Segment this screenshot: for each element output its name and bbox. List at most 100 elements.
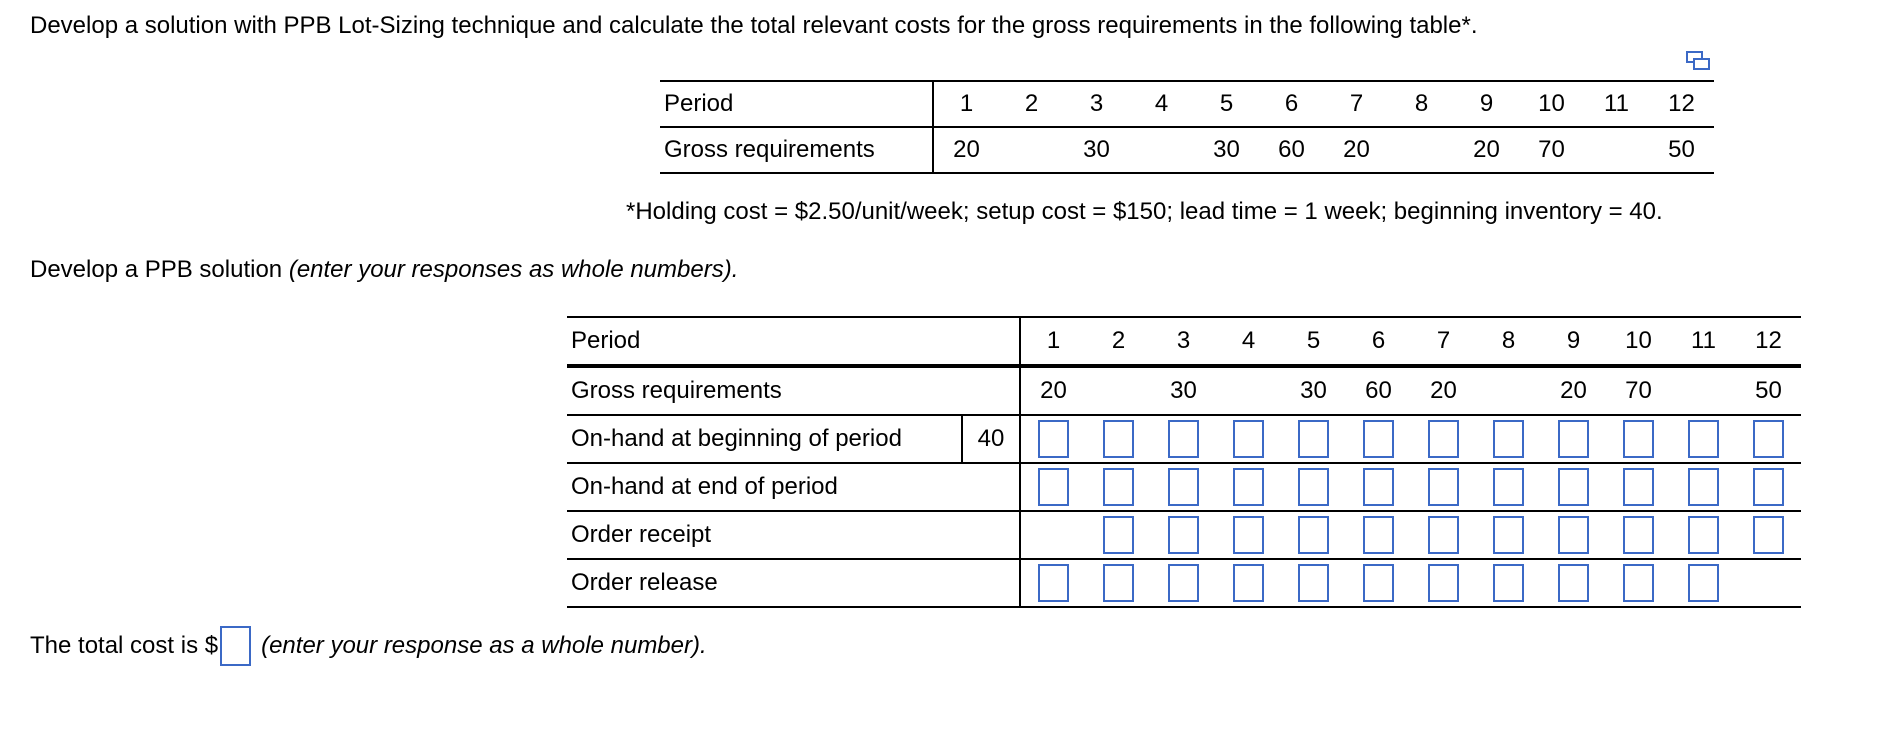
order-receipt-input[interactable] (1623, 516, 1654, 554)
period-header: 7 (1324, 80, 1389, 128)
order-receipt-input[interactable] (1233, 516, 1264, 554)
period-header: 9 (1541, 316, 1606, 368)
on-hand-beginning-input[interactable] (1363, 420, 1394, 458)
on-hand-beginning-cell (1151, 415, 1216, 464)
row-label-gross: Gross requirements (567, 366, 1021, 416)
gross-value: 50 (1736, 366, 1801, 416)
copy-icon[interactable] (1686, 51, 1710, 71)
gross-value: 20 (1324, 127, 1389, 174)
gross-value: 20 (933, 127, 999, 174)
on-hand-end-cell (1151, 463, 1216, 512)
order-release-input[interactable] (1623, 564, 1654, 602)
order-receipt-input[interactable] (1103, 516, 1134, 554)
period-header: 8 (1389, 80, 1454, 128)
order-release-cell (1736, 559, 1801, 608)
on-hand-end-input[interactable] (1753, 468, 1784, 506)
problem-statement: Develop a solution with PPB Lot-Sizing t… (30, 12, 1478, 39)
on-hand-end-input[interactable] (1363, 468, 1394, 506)
on-hand-end-input[interactable] (1688, 468, 1719, 506)
on-hand-beginning-input[interactable] (1428, 420, 1459, 458)
order-release-input[interactable] (1363, 564, 1394, 602)
gross-value: 20 (1454, 127, 1519, 174)
gross-value: 50 (1649, 127, 1714, 174)
order-release-input[interactable] (1233, 564, 1264, 602)
period-header: 12 (1736, 316, 1801, 368)
order-receipt-input[interactable] (1688, 516, 1719, 554)
ppb-solution-table: Period 1 2 3 4 5 6 7 8 9 10 11 12 Gross … (567, 316, 1801, 608)
period-header: 5 (1281, 316, 1346, 368)
on-hand-beginning-cell (1476, 415, 1541, 464)
order-receipt-cell (1541, 511, 1606, 560)
order-receipt-cell (1671, 511, 1736, 560)
order-release-input[interactable] (1168, 564, 1199, 602)
order-release-cell (1281, 559, 1346, 608)
gross-value: 20 (1020, 366, 1086, 416)
on-hand-end-input[interactable] (1103, 468, 1134, 506)
period-header: 5 (1194, 80, 1259, 128)
order-receipt-input[interactable] (1493, 516, 1524, 554)
period-header: 4 (1129, 80, 1194, 128)
order-release-input[interactable] (1038, 564, 1069, 602)
on-hand-beginning-input[interactable] (1558, 420, 1589, 458)
order-receipt-input[interactable] (1363, 516, 1394, 554)
period-header: 9 (1454, 80, 1519, 128)
on-hand-beginning-input[interactable] (1623, 420, 1654, 458)
on-hand-beginning-input[interactable] (1103, 420, 1134, 458)
order-receipt-cell (1216, 511, 1281, 560)
on-hand-end-input[interactable] (1428, 468, 1459, 506)
order-release-cell (1541, 559, 1606, 608)
total-cost-prefix: The total cost is $ (30, 632, 219, 659)
total-cost-input[interactable] (220, 626, 252, 666)
gross-value: 70 (1606, 366, 1671, 416)
gross-value: 30 (1194, 127, 1259, 174)
on-hand-end-cell (1541, 463, 1606, 512)
order-release-input[interactable] (1298, 564, 1329, 602)
on-hand-end-cell (1736, 463, 1801, 512)
on-hand-beginning-input[interactable] (1233, 420, 1264, 458)
on-hand-beginning-cell (1411, 415, 1476, 464)
order-receipt-input[interactable] (1298, 516, 1329, 554)
on-hand-beginning-input[interactable] (1298, 420, 1329, 458)
order-receipt-input[interactable] (1753, 516, 1784, 554)
order-release-input[interactable] (1688, 564, 1719, 602)
on-hand-beginning-input[interactable] (1493, 420, 1524, 458)
gross-value (1476, 366, 1541, 416)
row-label-order-receipt: Order receipt (567, 511, 1021, 560)
on-hand-beginning-input[interactable] (1038, 420, 1069, 458)
on-hand-end-cell (1606, 463, 1671, 512)
on-hand-beginning-input[interactable] (1688, 420, 1719, 458)
on-hand-beginning-input[interactable] (1753, 420, 1784, 458)
on-hand-beginning-input[interactable] (1168, 420, 1199, 458)
order-receipt-input[interactable] (1428, 516, 1459, 554)
order-release-input[interactable] (1558, 564, 1589, 602)
order-receipt-input[interactable] (1558, 516, 1589, 554)
gross-value (1216, 366, 1281, 416)
order-receipt-input[interactable] (1168, 516, 1199, 554)
period-header: 10 (1519, 80, 1584, 128)
on-hand-end-input[interactable] (1623, 468, 1654, 506)
gross-value (1584, 127, 1649, 174)
given-requirements-table: Period 1 2 3 4 5 6 7 8 9 10 11 12 Gross … (660, 80, 1714, 174)
gross-value: 60 (1346, 366, 1411, 416)
on-hand-beginning-cell (1541, 415, 1606, 464)
on-hand-beginning-cell (1216, 415, 1281, 464)
order-release-input[interactable] (1103, 564, 1134, 602)
on-hand-end-cell (1671, 463, 1736, 512)
order-receipt-cell (1476, 511, 1541, 560)
instruction-text: Develop a PPB solution (30, 256, 283, 283)
period-header: 8 (1476, 316, 1541, 368)
table-row: Gross requirements 20 30 30 60 20 20 70 … (567, 366, 1801, 416)
gross-value: 20 (1411, 366, 1476, 416)
period-header: 11 (1671, 316, 1736, 368)
on-hand-end-input[interactable] (1558, 468, 1589, 506)
order-release-input[interactable] (1493, 564, 1524, 602)
on-hand-end-input[interactable] (1038, 468, 1069, 506)
on-hand-end-input[interactable] (1298, 468, 1329, 506)
order-release-input[interactable] (1428, 564, 1459, 602)
on-hand-end-input[interactable] (1233, 468, 1264, 506)
row-label-on-hand-end: On-hand at end of period (567, 463, 1021, 512)
order-release-cell (1476, 559, 1541, 608)
on-hand-end-input[interactable] (1493, 468, 1524, 506)
order-receipt-cell (1411, 511, 1476, 560)
on-hand-end-input[interactable] (1168, 468, 1199, 506)
